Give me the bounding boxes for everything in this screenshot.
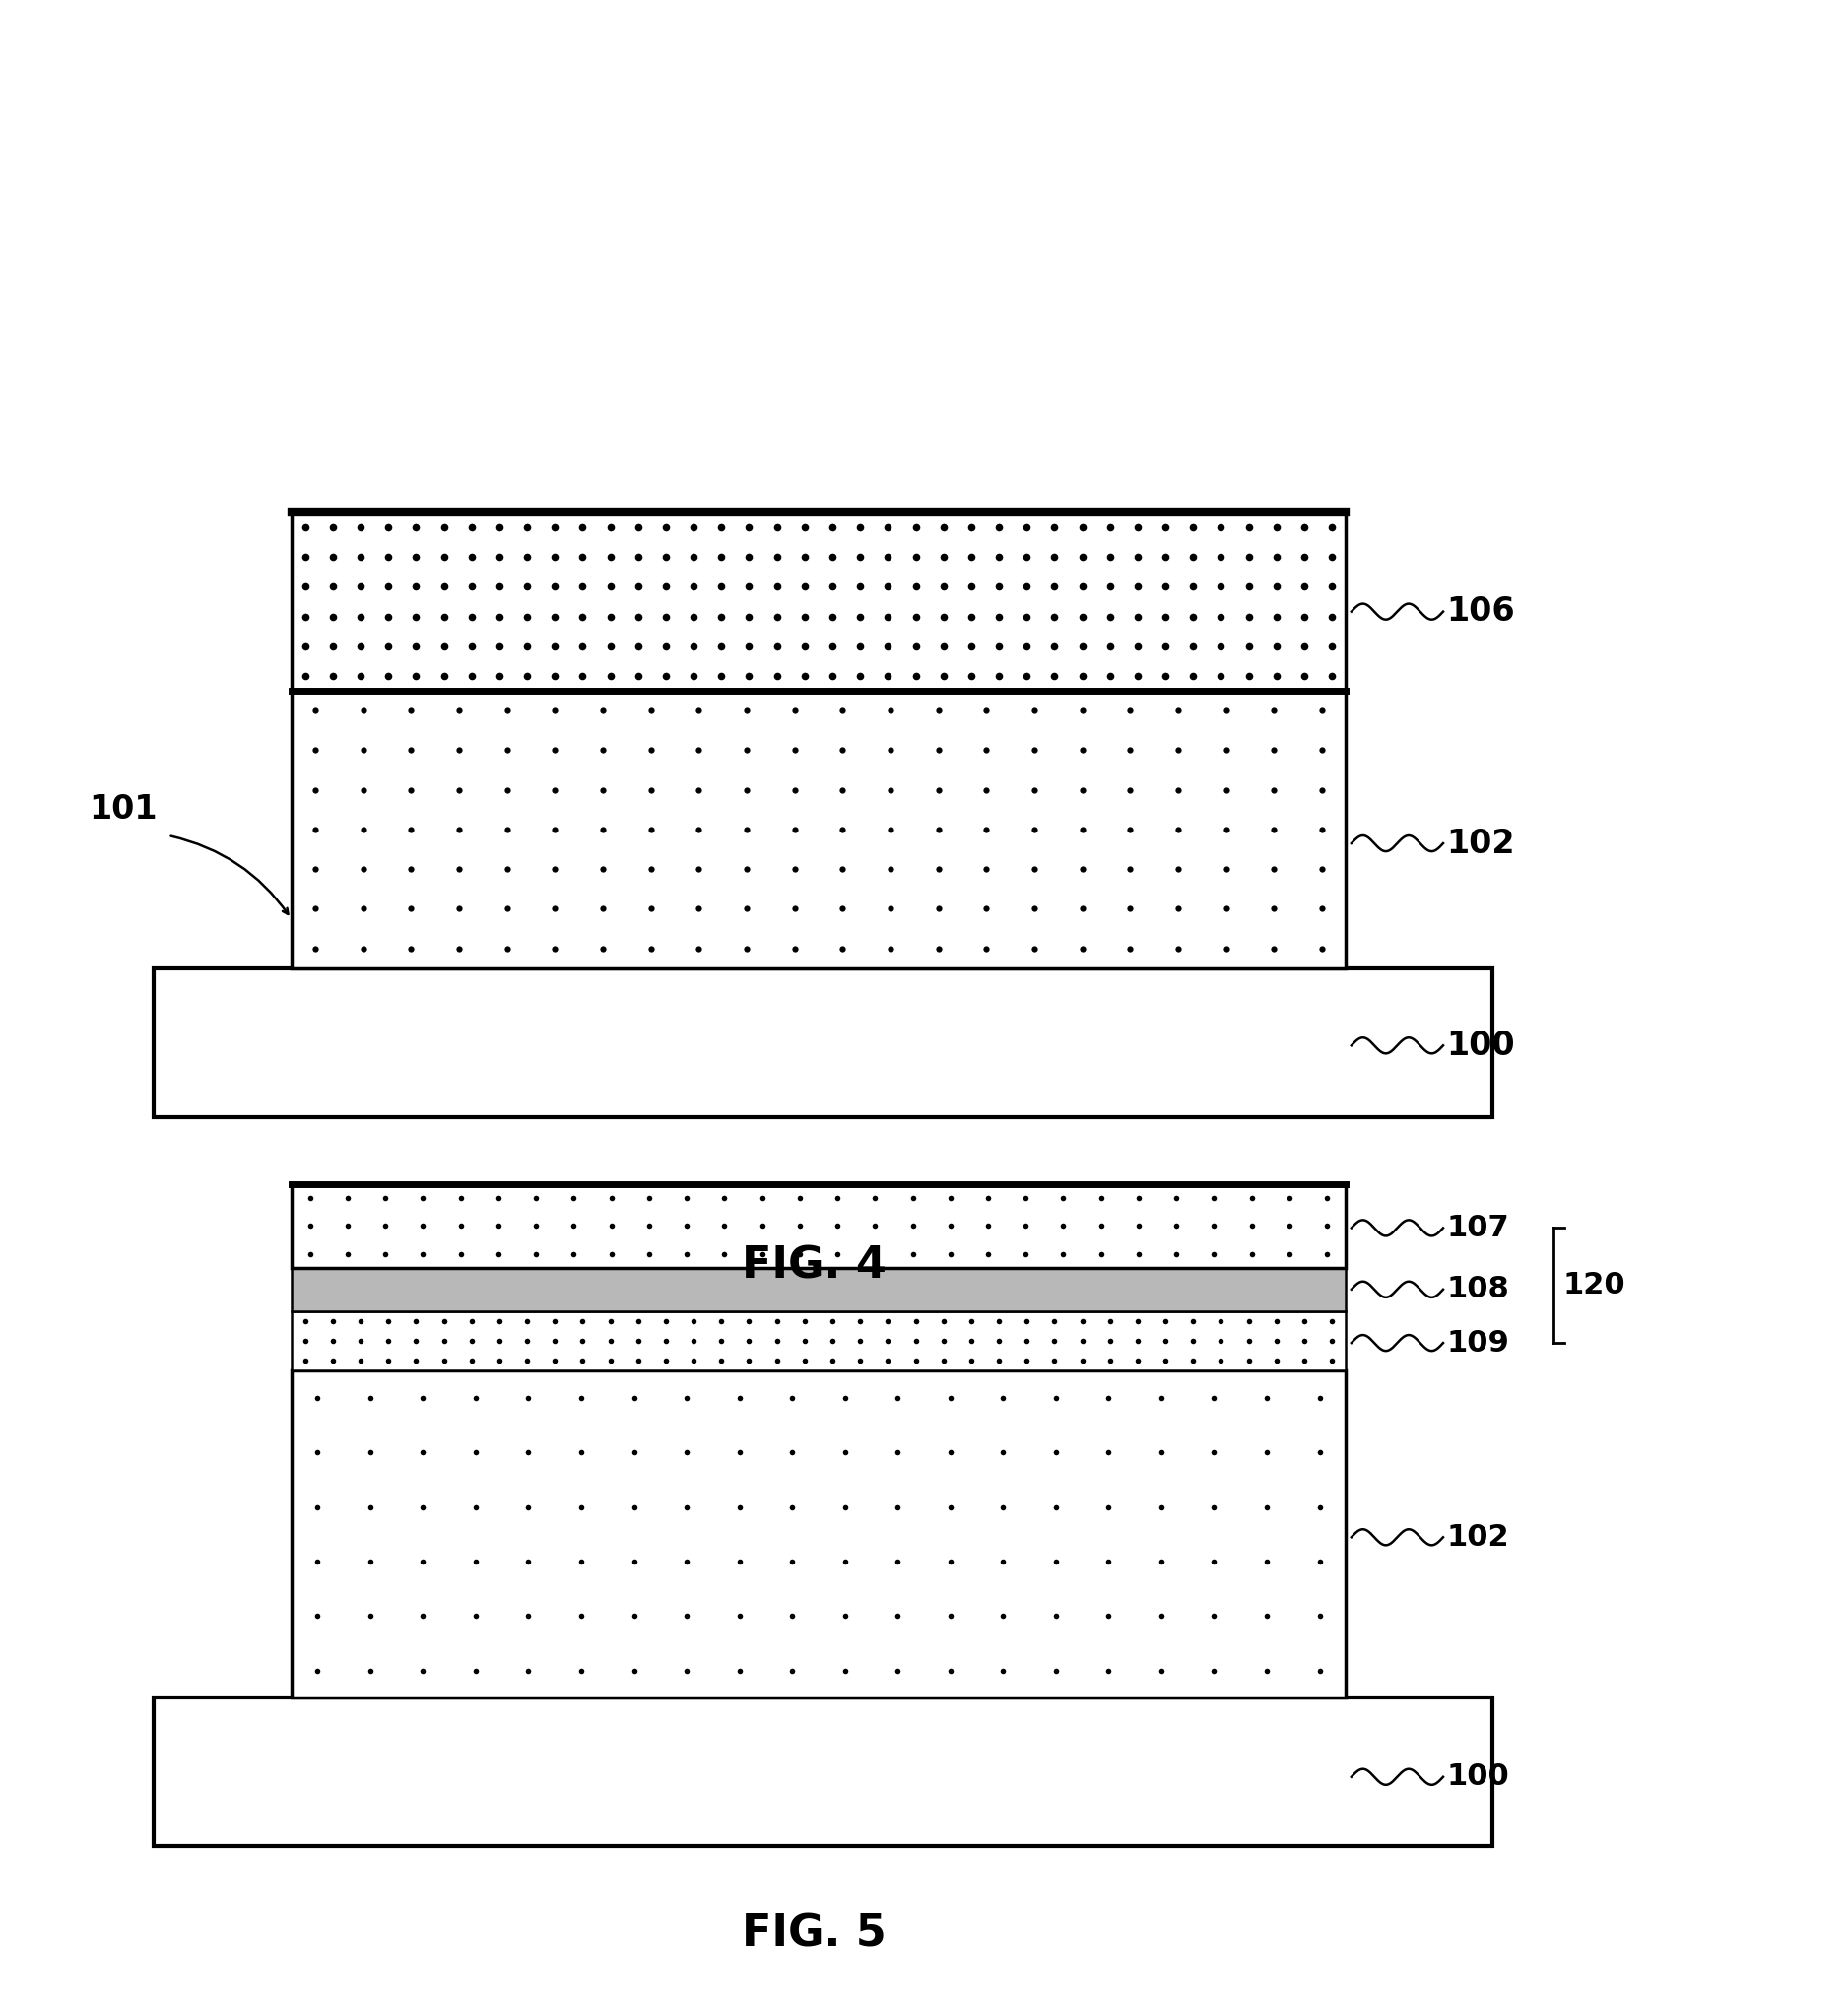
Bar (292, 1184, 1345, 1267)
Text: 107: 107 (1447, 1214, 1510, 1242)
Bar (153, 1699, 1493, 1846)
Text: 120: 120 (1562, 1271, 1624, 1299)
Text: 100: 100 (1447, 1762, 1510, 1790)
Text: 108: 108 (1447, 1275, 1510, 1303)
Bar (153, 968, 1493, 1118)
Text: 109: 109 (1447, 1329, 1510, 1357)
Text: 100: 100 (1447, 1030, 1515, 1062)
Bar (292, 691, 1345, 968)
Bar (292, 513, 1345, 691)
Bar (292, 1311, 1345, 1371)
Bar (292, 1371, 1345, 1699)
Text: 102: 102 (1447, 1523, 1510, 1551)
Text: FIG. 4: FIG. 4 (741, 1244, 887, 1287)
Bar (292, 1267, 1345, 1311)
Text: 101: 101 (89, 794, 157, 826)
Text: 102: 102 (1447, 826, 1515, 860)
Text: 106: 106 (1447, 595, 1515, 627)
Text: FIG. 5: FIG. 5 (741, 1912, 887, 1954)
